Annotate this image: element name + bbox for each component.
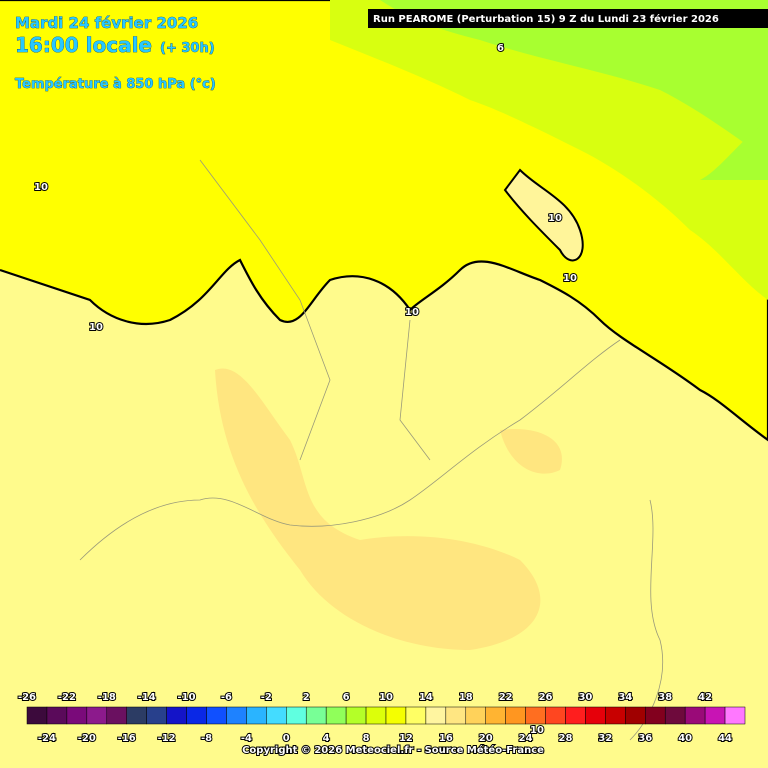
legend-tick-label: 18 [459,692,473,703]
legend-tick-label: -22 [58,692,76,703]
time: 16:00 locale [15,33,152,57]
legend-tick-label: -14 [138,692,156,703]
legend-swatch [106,706,127,725]
legend-tick-label: 2 [303,692,310,703]
legend-tick-label: 20 [479,733,493,744]
legend-swatch [146,706,167,725]
legend-swatch [585,706,606,725]
legend-swatch [206,706,227,725]
legend-tick-label: 38 [658,692,672,703]
legend-swatch [385,706,407,725]
legend-swatch [565,706,586,725]
legend-swatch [166,706,187,725]
border [199,159,431,461]
legend-swatch [724,706,746,725]
legend-tick-label: -18 [98,692,116,703]
legend-tick-label: 22 [499,692,513,703]
contour-line [503,168,584,262]
contour-label: 10 [34,182,48,193]
legend-tick-label: 24 [519,733,533,744]
legend-swatch [605,706,626,725]
legend-tick-label: 32 [598,733,612,744]
legend-swatch [266,706,287,725]
legend-swatch [425,706,447,725]
date: Mardi 24 février 2026 [15,14,198,32]
legend-tick-label: 10 [379,692,393,703]
legend-swatch [405,706,427,725]
legend-swatch [126,706,147,725]
contour-label: 10 [530,725,544,736]
run-banner [368,9,768,28]
legend-tick-label: 28 [559,733,573,744]
legend-tick-label: 16 [439,733,453,744]
legend-swatch [445,706,467,725]
legend-swatch [645,706,666,725]
legend-swatch [545,706,566,725]
legend-swatch [226,706,247,725]
copyright: Copyright © 2026 Meteociel.fr - Source M… [242,744,544,756]
legend-swatch [485,706,506,725]
lead-time: (+ 30h) [160,41,215,56]
legend-tick-label: -20 [78,733,96,744]
legend-tick-label: 8 [363,733,370,744]
legend-tick-label: -2 [261,692,272,703]
legend-swatch [286,706,307,725]
legend-swatch [46,706,68,725]
legend-swatch [325,706,347,725]
legend-swatch [365,706,387,725]
contour-label: 10 [89,322,103,333]
legend-swatch [186,706,207,725]
legend-tick-label: 0 [283,733,290,744]
legend-tick-label: 14 [419,692,433,703]
legend-swatch [505,706,526,725]
legend-swatch [26,706,48,725]
legend-tick-label: -6 [221,692,232,703]
legend-swatch [305,706,327,725]
legend-tick-label: -4 [241,733,252,744]
contour-label: 6 [497,43,504,54]
legend-tick-label: -16 [118,733,136,744]
legend-tick-label: 6 [343,692,350,703]
legend-swatch [66,706,88,725]
contour-label: 10 [563,273,577,284]
legend-tick-label: 42 [698,692,712,703]
legend-tick-label: 34 [618,692,632,703]
legend-tick-label: 4 [323,733,330,744]
legend-swatch [684,706,706,725]
legend-tick-label: -8 [201,733,212,744]
warm-zone [215,368,541,650]
legend-tick-label: -12 [158,733,176,744]
legend-swatch [246,706,267,725]
legend-tick-label: 44 [718,733,732,744]
legend-tick-label: -10 [178,692,196,703]
parameter: Température à 850 hPa (°c) [15,77,216,92]
legend-tick-label: 36 [638,733,652,744]
legend-tick-label: -26 [18,692,36,703]
cool-zone [700,120,768,180]
legend-tick-label: 30 [578,692,592,703]
legend-tick-label: 40 [678,733,692,744]
warm-zone [500,429,562,474]
legend-swatch [465,706,486,725]
legend-tick-label: 26 [539,692,553,703]
contour-label: 10 [548,213,562,224]
legend-swatch [664,706,686,725]
cool-zone [380,0,768,160]
legend: -26-24-22-20-18-16-14-12-10-8-6-4-202468… [17,691,746,745]
legend-swatch [704,706,726,725]
legend-swatch [86,706,108,725]
legend-tick-label: 12 [399,733,413,744]
legend-tick-label: -24 [38,733,56,744]
legend-swatch [625,706,646,725]
run-info: Run PEAROME (Perturbation 15) 9 Z du Lun… [373,13,719,25]
contour-label: 10 [405,307,419,318]
legend-swatch [525,706,546,725]
contour-line [0,0,768,442]
legend-swatch [345,706,367,725]
coastline [79,339,621,561]
